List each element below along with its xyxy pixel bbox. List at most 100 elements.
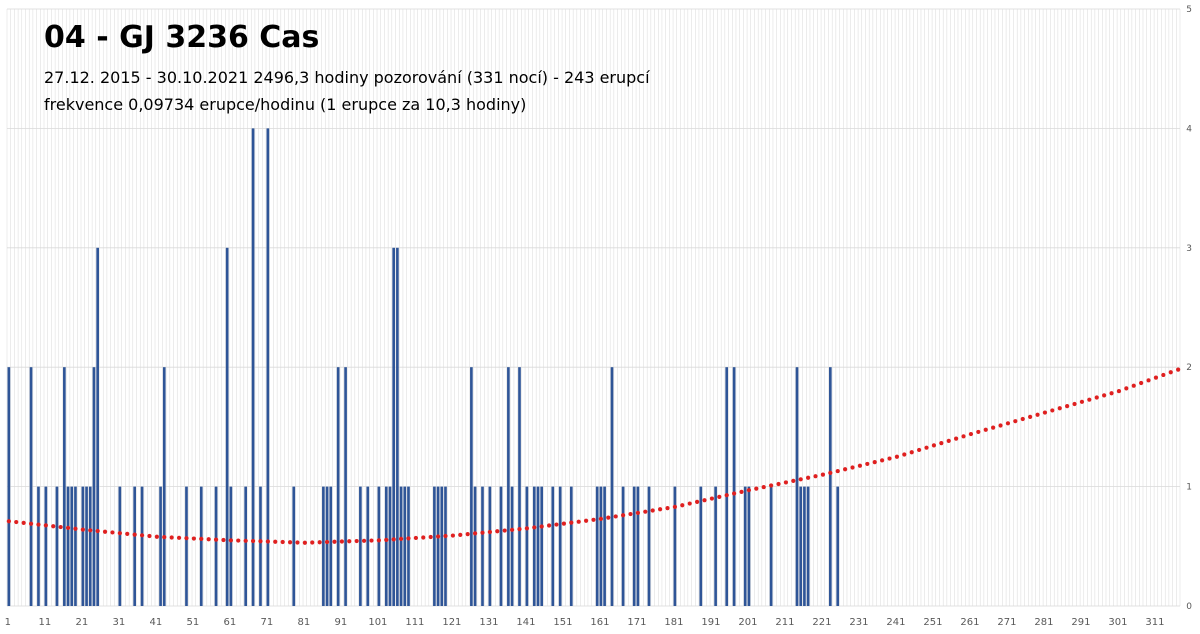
trend-dot: [376, 538, 381, 543]
bar: [292, 486, 296, 606]
x-tick-label: 281: [1034, 617, 1053, 628]
trend-dot: [1116, 388, 1122, 394]
trend-dot: [865, 461, 870, 467]
trend-dot: [843, 467, 848, 472]
trend-dot: [495, 529, 500, 534]
trend-dot: [1168, 370, 1173, 375]
trend-dot: [295, 540, 300, 545]
trend-dot: [391, 537, 396, 542]
trend-dot: [236, 538, 241, 543]
trend-dot: [435, 534, 441, 539]
bar: [569, 486, 573, 606]
trend-dot: [1102, 393, 1107, 398]
trend-dot: [835, 468, 840, 474]
trend-dot: [421, 535, 426, 540]
trend-dot: [709, 496, 715, 501]
bar: [7, 367, 11, 606]
trend-dot: [125, 531, 130, 536]
x-tick-label: 291: [1071, 617, 1090, 628]
x-tick-label: 171: [627, 617, 646, 628]
trend-dot: [250, 538, 256, 544]
trend-dot: [761, 484, 766, 490]
trend-dot: [95, 528, 100, 534]
bar: [799, 486, 803, 606]
bar: [525, 486, 529, 606]
trend-dot: [583, 518, 589, 523]
trend-dot: [21, 520, 26, 525]
trend-dot: [14, 519, 19, 525]
trend-dot: [191, 536, 196, 541]
trend-dot: [347, 539, 352, 544]
bar: [444, 486, 447, 606]
x-axis-ticks: 1 11 21 31 41 51 61 71 81 91 101 111 121 131 141 151 161…: [5, 617, 1165, 628]
trend-dot: [450, 533, 455, 538]
x-tick-label: 181: [664, 617, 683, 628]
x-tick-label: 71: [261, 617, 274, 628]
trend-dot: [1057, 406, 1062, 411]
trend-dot: [273, 539, 278, 544]
trend-dot: [909, 450, 914, 455]
bar: [259, 486, 262, 606]
trend-dot: [406, 536, 411, 541]
trend-dot: [487, 529, 492, 535]
trend-dot: [287, 540, 293, 545]
bar: [769, 486, 773, 606]
bar: [392, 247, 396, 607]
trend-dot: [206, 537, 211, 542]
bar: [518, 367, 521, 606]
trend-dot: [739, 489, 744, 494]
trend-dot: [658, 507, 663, 512]
bar: [92, 367, 96, 606]
bar: [229, 486, 233, 606]
bar: [70, 486, 74, 606]
y-tick-label: 2: [1186, 363, 1192, 373]
bar: [244, 486, 248, 606]
bar: [329, 486, 333, 606]
bar: [403, 486, 407, 606]
trend-dot: [428, 534, 433, 540]
bar: [488, 486, 492, 606]
bar: [725, 367, 729, 606]
trend-dot: [110, 530, 115, 535]
trend-dot: [132, 532, 137, 537]
bar: [140, 486, 144, 606]
x-tick-label: 11: [38, 617, 51, 628]
bar: [440, 486, 444, 606]
bar: [185, 486, 188, 606]
x-tick-label: 21: [75, 617, 88, 628]
trend-dot: [199, 536, 204, 541]
trend-dot: [147, 533, 152, 539]
trend-dot: [813, 474, 818, 479]
bar: [162, 367, 166, 606]
trend-dot: [628, 511, 633, 517]
trend-dot: [991, 425, 996, 430]
bar: [647, 486, 651, 606]
trend-dot: [509, 527, 515, 532]
x-tick-label: 61: [224, 617, 237, 628]
trend-dot: [154, 534, 159, 539]
bar: [366, 486, 370, 606]
x-tick-label: 231: [849, 617, 868, 628]
bar: [536, 486, 540, 606]
bar: [481, 486, 484, 606]
trend-dot: [598, 516, 604, 521]
x-tick-label: 31: [112, 617, 125, 628]
bar: [66, 486, 70, 606]
trend-dot: [65, 525, 71, 531]
trend-dot: [243, 538, 248, 543]
trend-dot: [621, 513, 626, 518]
trend-dot: [931, 443, 937, 448]
trend-dot: [339, 539, 344, 544]
x-tick-label: 131: [479, 617, 498, 628]
trend-dot: [465, 532, 470, 537]
trend-dot: [324, 539, 330, 545]
trend-dot: [1050, 408, 1055, 413]
bar: [251, 128, 255, 606]
trend-dot: [732, 491, 737, 496]
trend-dot: [517, 527, 522, 532]
trend-dot: [887, 456, 892, 461]
bar: [81, 486, 85, 606]
trend-dot: [1013, 419, 1018, 424]
bar: [436, 486, 440, 606]
bar: [699, 486, 703, 606]
